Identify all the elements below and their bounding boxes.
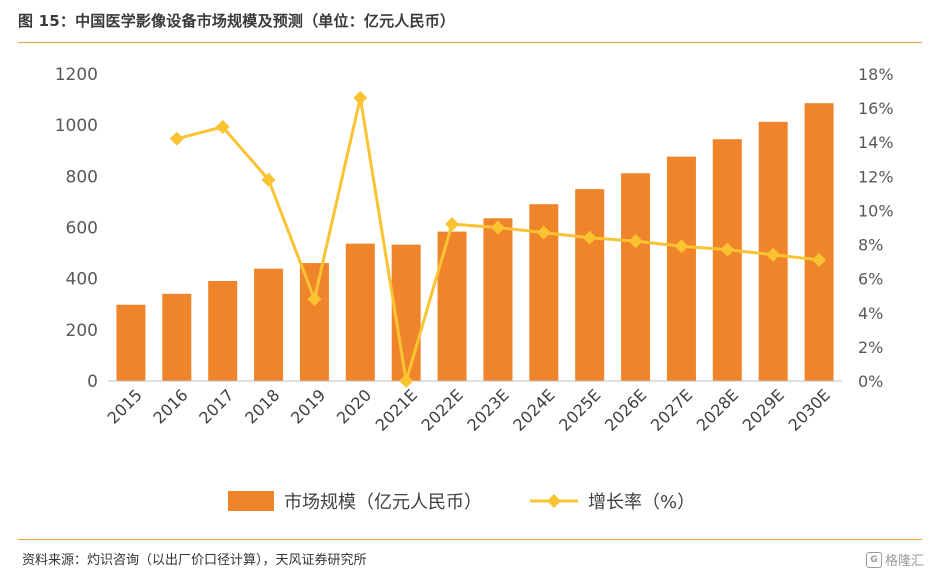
- bar-2027E: [666, 156, 696, 381]
- y-left-tick-label: 1000: [55, 116, 98, 136]
- x-axis: 2015 2016 2017 2018 2019 20202021E2022E2023E2…: [104, 385, 834, 434]
- growth-point-2024E: [536, 225, 551, 240]
- bar-2019: [299, 263, 329, 381]
- y-left-tick-label: 200: [66, 321, 98, 341]
- legend-swatch-marker: [547, 494, 561, 508]
- growth-point-2016: [169, 131, 184, 146]
- x-tick-label: 2018: [241, 385, 283, 427]
- x-tick-label: 2020: [333, 385, 375, 427]
- bar-2017: [208, 280, 238, 381]
- y-right-tick-label: 8%: [858, 236, 883, 255]
- growth-point-2020: [353, 90, 368, 105]
- x-tick-label: 2027E: [647, 385, 696, 434]
- x-tick-label: 2017: [195, 385, 237, 427]
- bar-2025E: [575, 189, 605, 381]
- y-right-tick-label: 2%: [858, 338, 883, 357]
- x-tick-label: 2015: [104, 385, 146, 427]
- y-left-tick-label: 1200: [55, 65, 98, 85]
- y-left-tick-label: 0: [87, 372, 98, 392]
- y-right-axis: 0% 2% 4% 6% 8% 10% 12% 14% 16% 18%: [858, 65, 894, 391]
- growth-point-2019: [307, 292, 322, 307]
- y-left-axis: 0 200 400 600 800 1000 1200: [55, 65, 98, 392]
- growth-point-2017: [215, 119, 230, 134]
- growth-point-2030E: [812, 252, 827, 267]
- x-tick-label: 2029E: [739, 385, 788, 434]
- title-divider: [18, 42, 922, 43]
- y-right-tick-label: 14%: [858, 133, 894, 152]
- growth-point-2025E: [582, 230, 597, 245]
- source-note: 资料来源：灼识咨询（以出厂价口径计算），天风证券研究所: [22, 553, 367, 568]
- bar-series: [116, 103, 834, 382]
- x-tick-label: 2022E: [418, 385, 467, 434]
- bar-2016: [162, 293, 192, 381]
- bar-2023E: [483, 218, 513, 381]
- bar-2015: [116, 304, 146, 381]
- footer-divider: [18, 539, 922, 540]
- growth-point-2029E: [766, 247, 781, 262]
- x-tick-label: 2021E: [372, 385, 421, 434]
- growth-point-2027E: [674, 239, 689, 254]
- y-right-tick-label: 12%: [858, 167, 894, 186]
- x-tick-label: 2016: [149, 385, 191, 427]
- growth-point-2022E: [445, 217, 460, 232]
- y-left-tick-label: 400: [66, 270, 98, 290]
- x-tick-label: 2023E: [463, 385, 512, 434]
- y-right-tick-label: 4%: [858, 304, 883, 323]
- y-right-tick-label: 16%: [858, 99, 894, 118]
- growth-point-2028E: [720, 242, 735, 257]
- legend: 市场规模（亿元人民币） 增长率（%）: [228, 491, 695, 513]
- growth-point-2021E: [399, 374, 414, 388]
- y-right-tick-label: 10%: [858, 201, 894, 220]
- watermark: G 格隆汇: [865, 550, 924, 569]
- y-right-tick-label: 6%: [858, 270, 883, 289]
- watermark-label: 格隆汇: [884, 554, 924, 569]
- growth-point-2018: [261, 172, 276, 187]
- watermark-logo-icon: G: [865, 551, 882, 568]
- legend-label-bar: 市场规模（亿元人民币）: [284, 492, 482, 513]
- growth-point-2023E: [490, 220, 505, 235]
- x-tick-label: 2024E: [509, 385, 558, 434]
- x-tick-label: 2028E: [693, 385, 742, 434]
- y-left-tick-label: 600: [66, 219, 98, 239]
- x-tick-label: 2019: [287, 385, 329, 427]
- legend-label-line: 增长率（%）: [588, 492, 695, 513]
- chart-title: 图 15：中国医学影像设备市场规模及预测（单位：亿元人民币）: [18, 12, 456, 30]
- x-tick-label: 2030E: [785, 385, 834, 434]
- bar-2020: [345, 243, 375, 381]
- bar-2018: [254, 268, 284, 381]
- bar-2026E: [621, 173, 651, 381]
- growth-point-2026E: [628, 234, 643, 249]
- y-right-tick-label: 0%: [858, 372, 883, 391]
- legend-swatch-bar: [228, 491, 274, 511]
- bar-2030E: [804, 103, 834, 381]
- y-right-tick-label: 18%: [858, 65, 894, 84]
- bar-2028E: [712, 139, 742, 381]
- x-tick-label: 2025E: [555, 385, 604, 434]
- x-tick-label: 2026E: [601, 385, 650, 434]
- combo-chart: 0 200 400 600 800 1000 1200 0% 2% 4% 6% 8% 10% 12% 14…: [55, 65, 894, 513]
- y-left-tick-label: 800: [66, 167, 98, 187]
- line-series: [169, 90, 827, 388]
